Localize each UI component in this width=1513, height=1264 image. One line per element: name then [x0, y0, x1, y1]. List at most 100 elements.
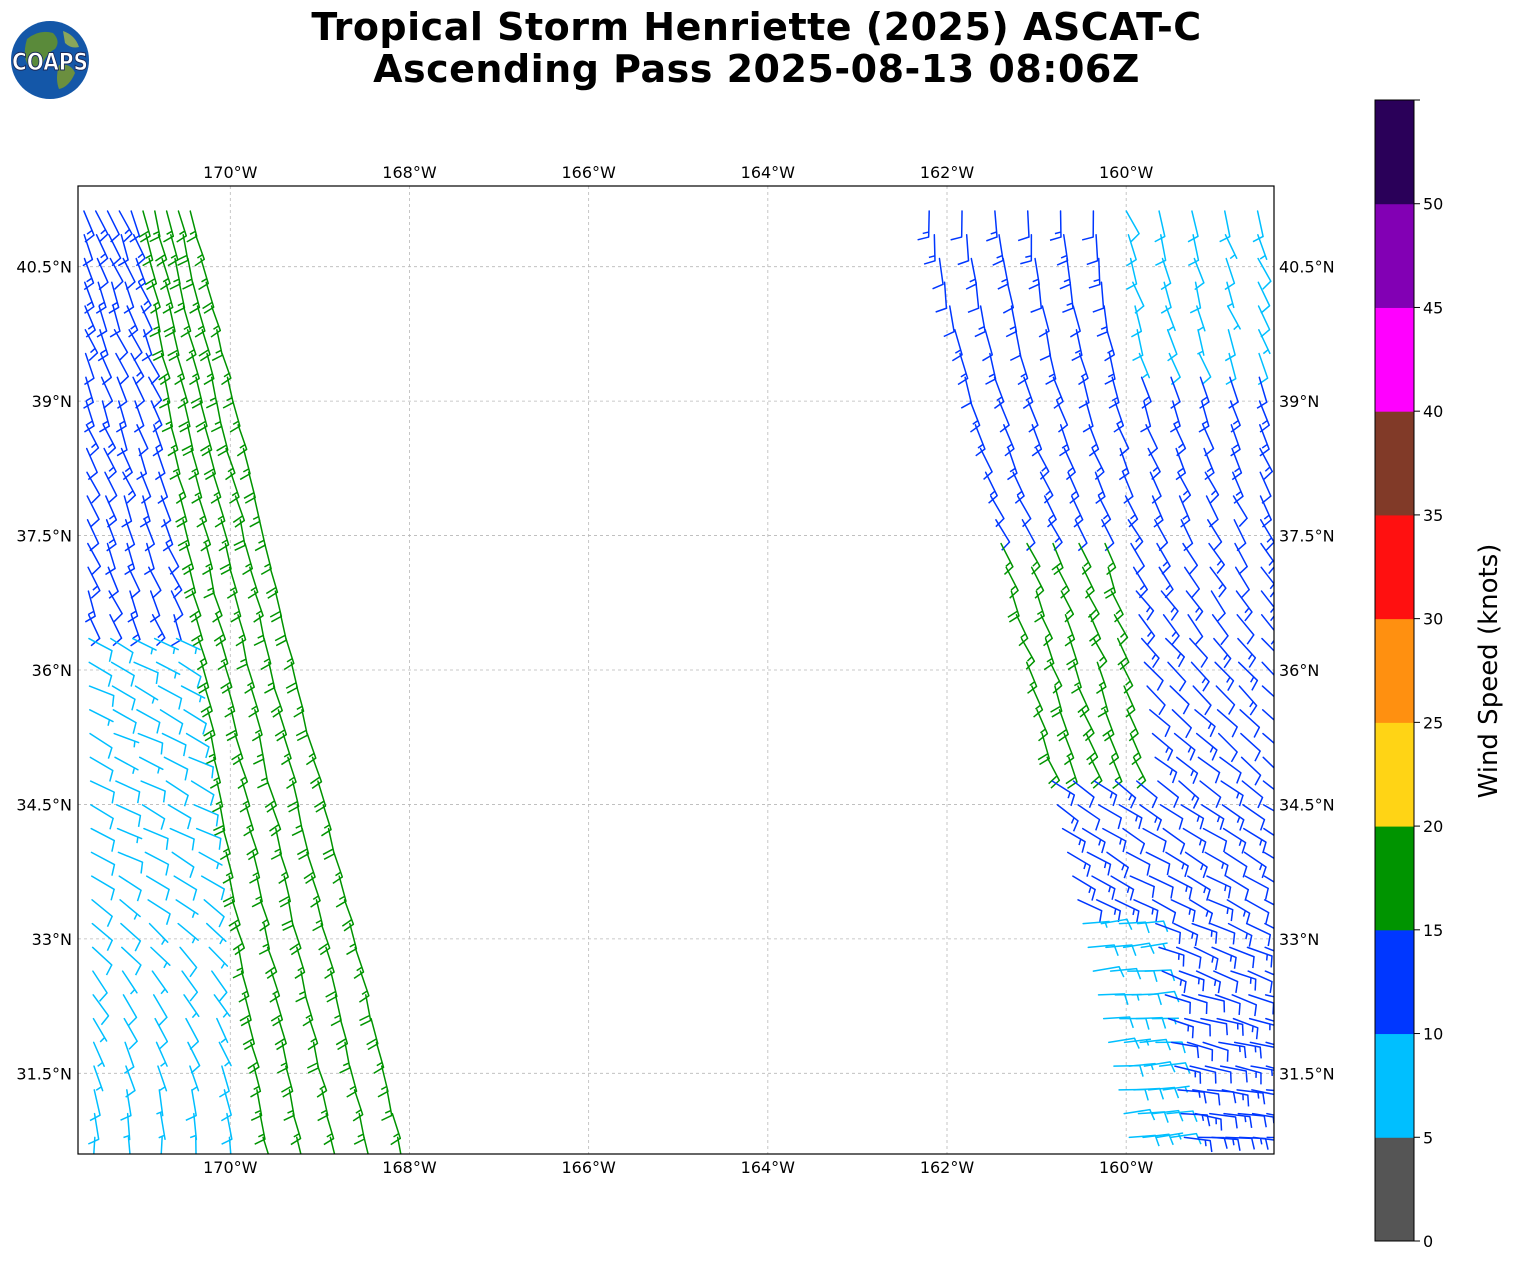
- wind-barb: [83, 376, 94, 409]
- wind-barb: [1086, 234, 1099, 266]
- wind-barb: [93, 1136, 96, 1154]
- wind-barb: [181, 970, 199, 1002]
- wind-barb: [1208, 542, 1225, 574]
- wind-barb: [317, 1089, 329, 1122]
- wind-barb: [99, 400, 110, 433]
- wind-barb: [114, 756, 139, 775]
- wind-barb: [1097, 495, 1112, 528]
- wind-barb: [170, 614, 182, 647]
- wind-barb: [1123, 1108, 1156, 1121]
- wind-barb: [1234, 566, 1250, 599]
- wind-barb: [1215, 685, 1236, 715]
- wind-barb: [219, 542, 232, 575]
- wind-barb: [160, 1136, 163, 1154]
- wind-barb: [250, 1065, 262, 1098]
- wind-barb: [1059, 257, 1072, 290]
- wind-barb: [998, 400, 1010, 433]
- wind-barb: [960, 376, 972, 409]
- wind-barb: [130, 352, 145, 385]
- wind-barb: [1122, 827, 1146, 855]
- wind-barb: [1198, 352, 1212, 386]
- wind-barb: [1051, 542, 1064, 576]
- wind-barb: [1230, 970, 1257, 991]
- wind-barb: [136, 424, 149, 457]
- wind-barb: [200, 424, 213, 457]
- wind-barb: [147, 899, 171, 925]
- wind-barb: [177, 376, 189, 409]
- wind-barb: [1100, 918, 1133, 930]
- wind-barb: [183, 994, 200, 1019]
- wind-barb: [200, 685, 213, 718]
- wind-barb: [1209, 922, 1236, 945]
- lon-tick-label: 166°W: [561, 1158, 616, 1177]
- wind-barb: [1056, 566, 1070, 599]
- wind-barb: [217, 637, 229, 671]
- wind-barb: [176, 210, 188, 243]
- wind-barb: [1158, 566, 1174, 599]
- wind-barb: [1190, 661, 1210, 692]
- wind-barb: [1165, 305, 1176, 332]
- wind-barb: [274, 709, 288, 742]
- wind-barb: [154, 1017, 169, 1050]
- wind-barb: [86, 471, 101, 504]
- wind-barb: [158, 352, 171, 386]
- wind-barb: [1103, 566, 1116, 599]
- wind-barb: [94, 210, 109, 243]
- wind-barb: [1051, 780, 1076, 807]
- wind-barb: [1199, 376, 1210, 409]
- wind-barb: [110, 661, 135, 687]
- wind-barb: [123, 1017, 138, 1050]
- wind-barb: [117, 851, 144, 874]
- wind-barb: [1030, 281, 1043, 313]
- wind-barb: [1173, 732, 1196, 761]
- wind-barb: [1149, 471, 1162, 504]
- wind-barb: [82, 234, 94, 267]
- wind-barb: [155, 661, 181, 679]
- wind-barb: [1237, 1112, 1267, 1128]
- wind-barb: [1257, 281, 1271, 314]
- wind-barb: [1037, 732, 1050, 766]
- wind-barb: [87, 566, 101, 599]
- wind-barb: [1017, 210, 1030, 242]
- wind-barb: [1207, 519, 1223, 551]
- wind-barb: [1224, 257, 1236, 291]
- wind-barb: [935, 281, 948, 313]
- wind-barb: [1226, 305, 1241, 331]
- wind-barb: [92, 1017, 108, 1043]
- wind-barb: [130, 614, 141, 647]
- colorbar-segment: [1375, 203, 1414, 308]
- wind-barb: [1130, 305, 1143, 338]
- wind-barb: [225, 447, 236, 481]
- wind-barb: [1178, 970, 1205, 992]
- wind-barb: [1204, 1065, 1232, 1084]
- wind-barb: [1118, 804, 1143, 830]
- wind-barb: [1118, 1088, 1149, 1101]
- wind-barb: [1260, 614, 1274, 645]
- wind-barb: [224, 685, 236, 718]
- wind-barb: [1147, 1086, 1180, 1099]
- wind-barb: [88, 661, 113, 687]
- wind-barb: [158, 1112, 166, 1141]
- wind-barb: [178, 661, 202, 688]
- wind-barb: [1126, 709, 1139, 742]
- wind-barb: [229, 471, 240, 504]
- wind-barb: [1240, 756, 1262, 786]
- wind-barb: [1232, 1017, 1259, 1040]
- wind-barb: [210, 471, 222, 504]
- wind-barb: [974, 305, 986, 338]
- wind-barb: [1113, 1064, 1144, 1077]
- colorbar-tick-label: 20: [1423, 817, 1443, 836]
- colorbar-tick-label: 25: [1423, 713, 1443, 732]
- lon-ticks-top: 170°W 168°W 166°W 164°W 162°W 160°W: [203, 163, 1153, 182]
- wind-barb: [1043, 495, 1057, 528]
- wind-barb: [131, 637, 157, 655]
- wind-barb: [1174, 1065, 1202, 1084]
- lon-tick-label: 168°W: [382, 163, 437, 182]
- wind-barb: [239, 447, 251, 481]
- colorbar-segment: [1375, 929, 1414, 1035]
- wind-barb: [1250, 1065, 1274, 1077]
- wind-barb: [171, 851, 195, 879]
- colorbar-tick-label: 10: [1423, 1025, 1443, 1044]
- wind-barb: [1069, 305, 1081, 338]
